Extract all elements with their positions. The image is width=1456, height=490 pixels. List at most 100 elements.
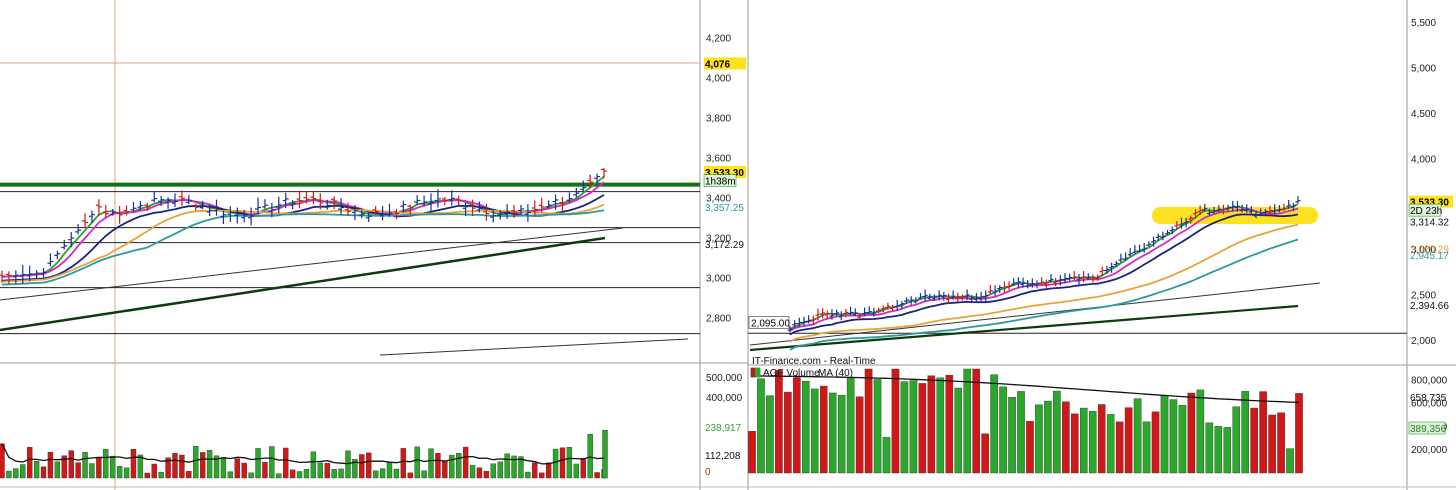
volume-bar xyxy=(900,381,909,474)
trend-lines xyxy=(0,227,689,356)
volume-tick-label: 500,000 xyxy=(706,373,743,384)
price-bar xyxy=(1141,243,1147,253)
price-bar xyxy=(1286,200,1292,209)
price-bar xyxy=(587,174,594,189)
volume-bar xyxy=(110,455,116,479)
volume-bar xyxy=(1277,412,1285,474)
volume-bar xyxy=(179,454,185,479)
volume-bar xyxy=(1259,391,1267,474)
price-bar xyxy=(1155,233,1161,241)
price-bar xyxy=(866,306,872,315)
volume-tag: 238,917 xyxy=(705,423,742,434)
volume-bar xyxy=(6,470,12,479)
price-bar xyxy=(978,291,984,302)
volume-bar xyxy=(116,466,123,479)
price-bar xyxy=(566,192,573,203)
price-bar xyxy=(165,197,172,209)
volume-bar xyxy=(103,448,109,479)
volume-bar xyxy=(882,437,891,474)
price-bar xyxy=(324,199,331,210)
price-bar xyxy=(1174,220,1180,230)
price-bar xyxy=(234,207,241,224)
price-bar xyxy=(331,196,338,210)
legend-ma-label: MA (40) xyxy=(818,368,853,379)
price-bar xyxy=(552,194,559,210)
price-bar xyxy=(483,203,490,221)
price-bar xyxy=(199,200,206,210)
volume-bar xyxy=(757,378,765,474)
price-bar xyxy=(448,190,455,206)
price-bar xyxy=(1169,226,1175,235)
price-bar xyxy=(178,190,185,206)
volume-bar xyxy=(386,462,393,479)
volume-bar xyxy=(89,463,95,479)
legend-swatch-volume-up xyxy=(755,368,760,377)
price-bar xyxy=(857,313,863,321)
volume-bar xyxy=(75,462,81,479)
volume-bar xyxy=(1115,421,1124,474)
price-bar xyxy=(248,207,255,226)
price-bar xyxy=(787,326,793,332)
price-bar xyxy=(1258,208,1264,217)
volume-bar xyxy=(1286,448,1294,474)
price-bar xyxy=(109,208,116,216)
volume-bar xyxy=(972,368,980,474)
volume-bar xyxy=(54,461,61,479)
price-bar xyxy=(275,196,282,214)
right-price-panel: 2,0002,5003,0003,5004,0004,5005,0005,500… xyxy=(748,18,1453,352)
price-tick-label: 2,000 xyxy=(1411,336,1436,347)
volume-bar xyxy=(227,471,234,479)
volume-tag: 0 xyxy=(705,467,711,478)
volume-bar xyxy=(1295,393,1303,474)
moving-averages xyxy=(789,203,1299,351)
moving-average-line xyxy=(789,213,1299,336)
volume-bar xyxy=(766,395,774,474)
price-bar xyxy=(144,202,151,211)
price-bar xyxy=(171,193,178,207)
price-bar xyxy=(843,308,849,318)
price-bar xyxy=(1197,205,1203,216)
price-tag: 3,020.29 xyxy=(1410,244,1449,255)
volume-bar xyxy=(61,455,67,479)
volume-bar xyxy=(518,456,524,479)
trend-line xyxy=(0,227,624,301)
volume-bar xyxy=(193,446,199,479)
price-bar xyxy=(936,290,942,301)
price-bar xyxy=(871,307,877,317)
source-label: IT-Finance.com - Real-Time xyxy=(752,356,876,367)
price-bar xyxy=(1118,253,1124,263)
low-label: 2,095.00 xyxy=(751,318,790,329)
volume-bar xyxy=(483,470,490,479)
price-bar xyxy=(1137,244,1143,253)
price-bar xyxy=(511,204,518,218)
price-axis: 2,800 3,000 3,200 3,400 3,600 3,800 4,000 4,200 xyxy=(706,34,731,325)
volume-bar xyxy=(1205,422,1214,474)
volume-tag: 658,735 xyxy=(1410,393,1447,404)
price-bar xyxy=(1113,260,1119,268)
volume-bar xyxy=(96,456,102,479)
price-bar xyxy=(1001,281,1007,293)
volume-bar xyxy=(20,464,26,479)
volume-bar xyxy=(26,447,33,479)
moving-average-line xyxy=(789,223,1299,343)
volume-bar xyxy=(545,462,552,479)
price-bar xyxy=(913,297,919,304)
price-bar xyxy=(1262,208,1268,215)
price-bar xyxy=(1076,274,1082,285)
volume-bar xyxy=(559,447,566,479)
price-bar xyxy=(227,206,234,223)
price-bar xyxy=(434,189,441,208)
volume-bar xyxy=(954,387,963,474)
volume-bar xyxy=(828,392,837,474)
price-bar xyxy=(917,293,923,300)
volume-bar xyxy=(1133,398,1142,474)
volume-bar xyxy=(317,462,323,479)
moving-average-line xyxy=(1,209,605,286)
volume-bar xyxy=(587,434,593,479)
volume-bar xyxy=(414,446,420,479)
volume-bar xyxy=(594,472,600,479)
